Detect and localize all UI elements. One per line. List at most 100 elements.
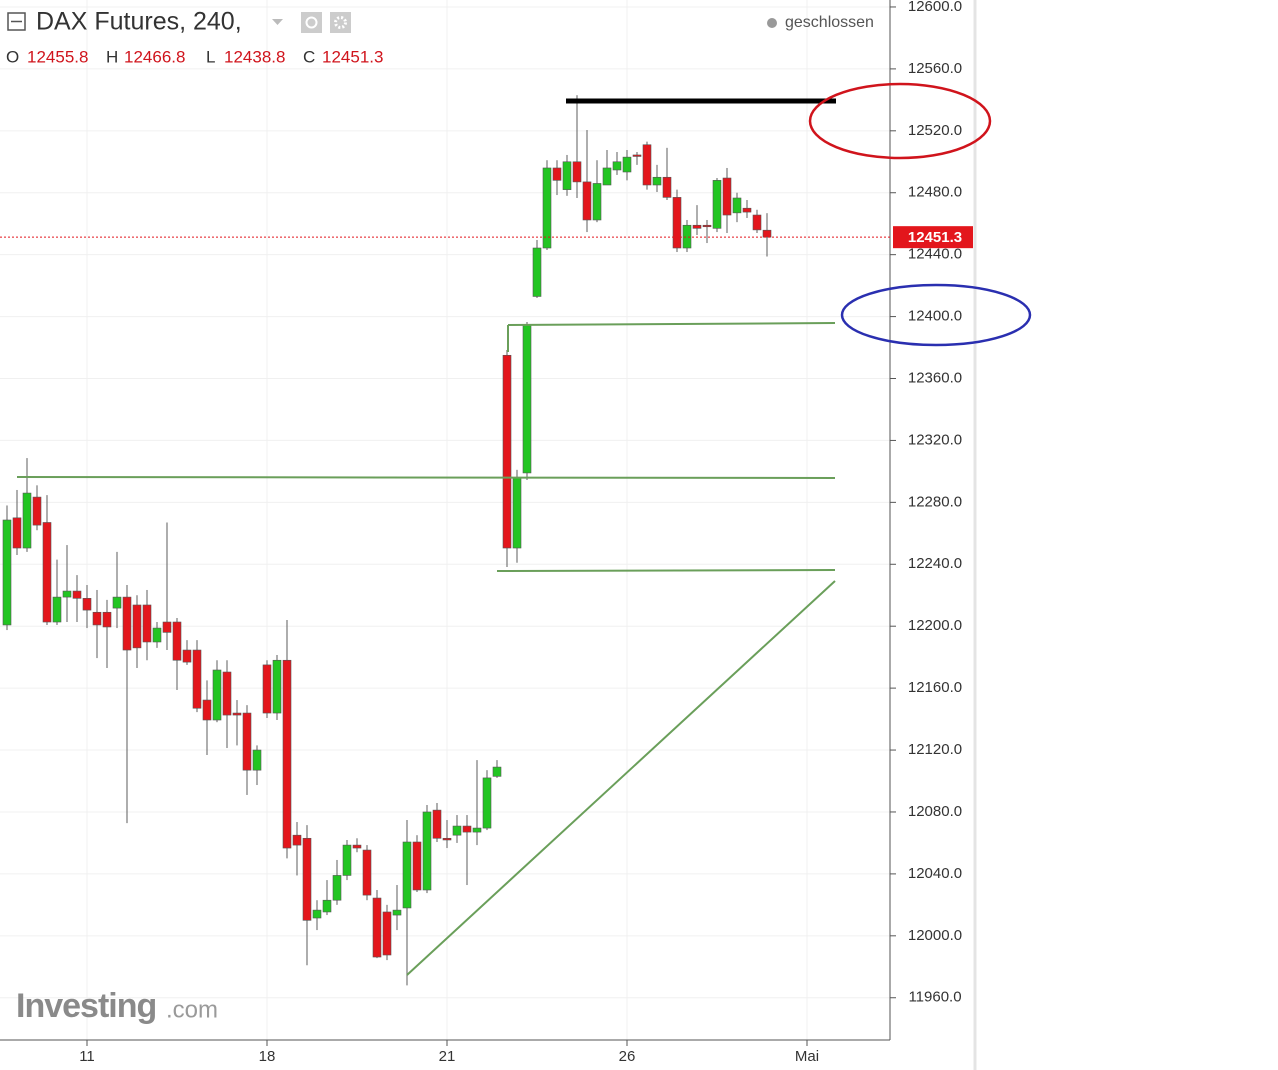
candle-body [312,909,322,919]
candle-body [522,324,532,474]
candle-body [132,604,142,649]
axes: 11960.0 12000.0 12040.0 12080.0 12120.0 12160… [79,0,973,1065]
candle-body [452,825,462,836]
candle-body [242,712,252,771]
candle-body [642,144,652,186]
ohlc-letter: L [206,47,215,66]
candle-body [592,183,602,221]
candle-body [712,180,722,229]
candle-body [532,247,542,297]
candle-body [602,167,612,186]
candle-body [752,214,762,231]
candle-body [12,517,22,549]
candle-body [622,156,632,173]
candle-body [82,598,92,611]
ohlc-value: 12451.3 [322,47,383,66]
last-price-box [893,226,973,249]
candle-body [702,224,712,228]
candle-body [682,224,692,249]
candle-body [302,837,312,921]
candle-body [552,167,562,181]
y-tick-label: 12280.0 [908,493,962,510]
trend-line [406,580,836,976]
candle-body [182,649,192,663]
x-tick-label: 11 [79,1048,95,1065]
candle-body [572,161,582,183]
candle-body [122,596,132,651]
candle-body [72,590,82,599]
x-tick-label: 21 [439,1048,456,1065]
candle-body [672,197,682,249]
candle-body [282,659,292,849]
support-line [507,322,836,326]
candle-body [372,897,382,958]
collapse-icon[interactable] [7,12,26,31]
candle-body [462,825,472,833]
y-tick-label: 12600.0 [908,0,962,15]
candle-body [382,911,392,956]
candle-body [262,664,272,714]
candle-body [292,834,302,846]
candle-body [142,604,152,643]
candle-body [442,837,452,841]
candle-body [332,875,342,901]
y-tick-label: 12000.0 [908,927,962,944]
candle-body [502,354,512,549]
candle-body [422,811,432,891]
candle-body [632,154,642,157]
candle-body [212,669,222,721]
highlight-ellipse [840,283,1032,347]
candle-body [482,777,492,829]
candle-body [412,841,422,891]
candle-body [202,699,212,721]
candle-body [562,161,572,190]
drawings [16,82,1032,976]
candle-body [402,841,412,909]
ohlc-letter: O [6,47,19,66]
candle-body [352,844,362,849]
candle-body [42,522,52,623]
candle-body [652,176,662,186]
candle-body [742,207,752,213]
y-tick-label: 12480.0 [908,184,962,201]
candle-body [512,477,522,549]
x-tick-label: Mai [795,1048,819,1065]
candle-body [52,596,62,623]
y-tick-label: 12040.0 [908,865,962,882]
candle-body [2,519,12,626]
market-status: geschlossen [785,14,874,31]
candle-body [92,611,102,626]
y-tick-label: 12560.0 [908,60,962,77]
ohlc-value: 12466.8 [124,47,185,66]
candle-body [612,161,622,171]
status-dot [767,18,777,28]
candle-body [492,766,502,777]
dropdown-caret[interactable] [272,19,283,25]
candle-body [222,671,232,716]
candle-body [152,627,162,643]
y-tick-label: 12520.0 [908,122,962,139]
candle-body [432,809,442,839]
settings-icon[interactable] [330,12,351,33]
grid [0,0,890,1040]
watermark: .com [166,996,218,1023]
eye-icon[interactable] [301,12,322,33]
candles [0,95,890,986]
y-tick-label: 12320.0 [908,431,962,448]
ohlc-letter: C [303,47,315,66]
candle-body [112,596,122,609]
y-tick-label: 11960.0 [908,989,961,1006]
chart-title: DAX Futures, 240, [36,8,242,36]
candle-body [162,621,172,633]
watermark: Investing [16,987,156,1025]
candle-body [342,844,352,876]
y-tick-label: 12200.0 [908,617,962,634]
candle-body [62,590,72,598]
y-tick-label: 12360.0 [908,369,962,386]
candle-body [272,659,282,714]
ohlc-value: 12438.8 [224,47,285,66]
x-tick-label: 26 [619,1048,636,1065]
y-tick-label: 12440.0 [908,246,962,263]
candle-body [392,909,402,916]
ohlc-value: 12455.8 [27,47,88,66]
